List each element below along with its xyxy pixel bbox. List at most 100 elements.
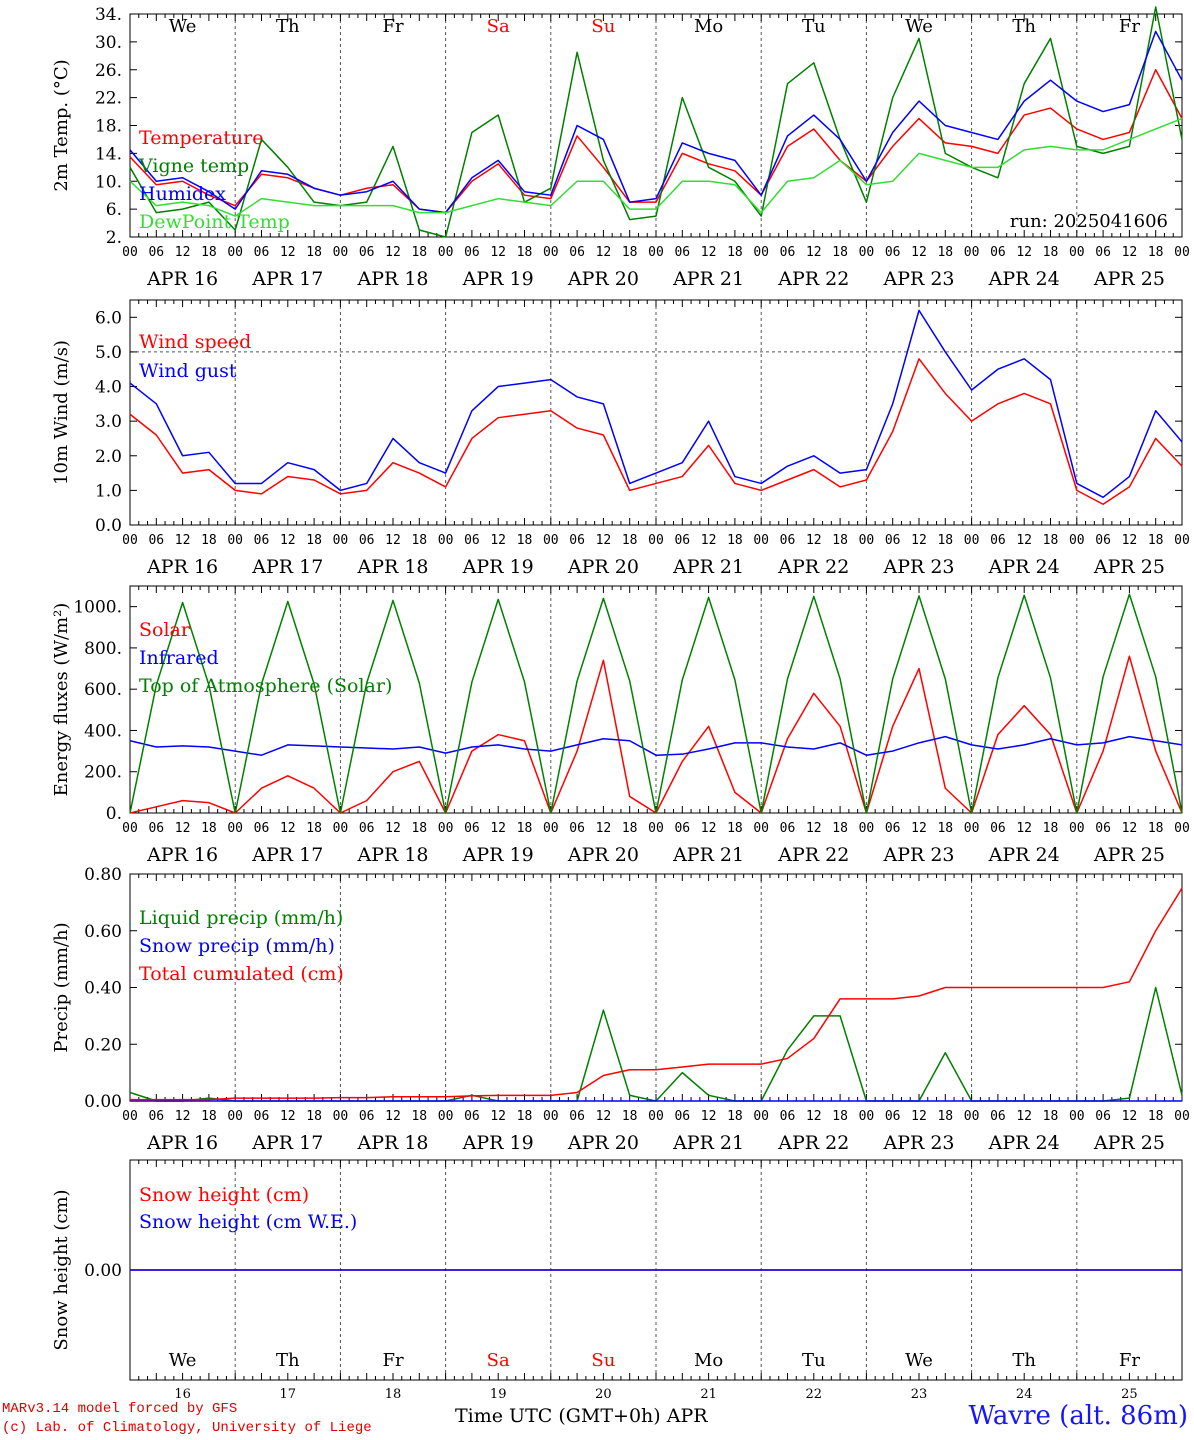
hour-tick-label: 00 [859,821,875,836]
hour-tick-label: 06 [674,245,690,260]
hour-tick-label: 06 [885,1109,901,1124]
hour-tick-label: 00 [964,1109,980,1124]
y-tick-label: 0.80 [84,865,122,885]
date-label: APR 18 [356,1132,428,1154]
hour-tick-label: 18 [517,1109,533,1124]
date-label: APR 23 [882,556,954,578]
hour-tick-label: 00 [1069,1109,1085,1124]
hour-tick-label: 06 [885,821,901,836]
hour-tick-label: 06 [254,1109,270,1124]
day-number: 16 [174,1387,191,1400]
hour-tick-label: 18 [411,1109,427,1124]
legend-entry: Wind speed [139,331,251,353]
hour-tick-label: 18 [517,821,533,836]
hour-tick-label: 06 [885,245,901,260]
hour-tick-label: 00 [333,533,349,548]
legend-entry: Wind gust [139,360,237,382]
hour-tick-label: 06 [1095,821,1111,836]
hour-tick-label: 12 [490,1109,506,1124]
day-number: 24 [1016,1387,1033,1400]
hour-tick-label: 00 [1069,245,1085,260]
date-label: APR 19 [462,268,534,290]
hour-tick-label: 18 [1148,245,1164,260]
day-number: 20 [595,1387,612,1400]
hour-tick-label: 12 [806,821,822,836]
hour-tick-label: 12 [701,245,717,260]
hour-tick-label: 00 [648,1109,664,1124]
hour-tick-label: 12 [701,533,717,548]
hour-tick-label: 00 [753,245,769,260]
hour-tick-label: 00 [122,245,138,260]
date-label: APR 25 [1093,1132,1165,1154]
date-label: APR 22 [777,844,849,866]
hour-tick-label: 12 [806,245,822,260]
date-label: APR 20 [567,556,639,578]
day-number: 17 [280,1387,297,1400]
panel-2: 0.0 1.0 2.0 3.0 4.0 5.0 6.0 10m Wind (m/s) 00 06 1… [51,299,1190,578]
hour-tick-label: 12 [175,533,191,548]
hour-tick-label: 12 [1122,1109,1138,1124]
hour-tick-label: 12 [385,533,401,548]
hour-tick-label: 18 [622,1109,638,1124]
date-label: APR 24 [988,556,1060,578]
hour-tick-label: 18 [832,533,848,548]
panel-4: 0.00 0.20 0.40 0.60 0.80 Precip (mm/h) 00 06 12 1… [51,865,1190,1154]
y-tick-label: 6. [106,200,122,220]
legend-entry: Solar [139,619,191,641]
hour-tick-label: 12 [701,821,717,836]
hour-tick-label: 12 [911,245,927,260]
hour-tick-label: 00 [964,245,980,260]
hour-tick-label: 12 [911,533,927,548]
lab-credit: (c) Lab. of Climatology, University of L… [2,1420,372,1436]
day-name: Fr [382,16,403,37]
hour-tick-label: 12 [806,533,822,548]
hour-tick-label: 18 [1043,533,1059,548]
hour-tick-label: 06 [780,1109,796,1124]
day-name: Su [591,16,615,37]
hour-tick-label: 12 [1122,821,1138,836]
hour-tick-label: 18 [201,245,217,260]
day-name: Mo [694,16,723,37]
run-annotation: run: 2025041606 [1010,211,1168,232]
hour-tick-label: 06 [569,821,585,836]
y-tick-label: 2. [106,228,122,248]
hour-tick-label: 12 [1016,821,1032,836]
date-label: APR 17 [251,1132,323,1154]
y-tick-label: 5.0 [95,343,122,363]
hour-tick-label: 18 [832,821,848,836]
y-tick-label: 18. [95,117,122,137]
date-label: APR 16 [146,844,218,866]
legend-entry: Humidex [139,183,226,205]
hour-tick-label: 18 [727,245,743,260]
day-name: Sa [487,1350,510,1371]
y-tick-label: 0.20 [84,1035,122,1055]
hour-tick-label: 06 [780,245,796,260]
y-tick-label: 1.0 [95,481,122,501]
hour-tick-label: 00 [543,245,559,260]
hour-tick-label: 18 [1148,821,1164,836]
day-number: 25 [1121,1387,1138,1400]
hour-tick-label: 18 [1148,533,1164,548]
hour-tick-label: 12 [1016,1109,1032,1124]
y-axis-label: Energy fluxes (W/m²) [51,603,72,797]
hour-tick-label: 06 [464,533,480,548]
date-label: APR 19 [462,844,534,866]
hour-tick-label: 12 [1122,533,1138,548]
hour-tick-label: 00 [1174,821,1190,836]
hour-tick-label: 06 [569,1109,585,1124]
y-axis-label: Snow height (cm) [51,1189,72,1350]
date-label: APR 24 [988,268,1060,290]
y-tick-label: 800. [84,639,122,659]
date-label: APR 18 [356,844,428,866]
y-tick-label: 0. [106,804,122,824]
hour-tick-label: 06 [359,533,375,548]
series-line-3 [130,887,1183,1101]
hour-tick-label: 00 [333,821,349,836]
hour-tick-label: 06 [990,821,1006,836]
hour-tick-label: 00 [438,1109,454,1124]
hour-tick-label: 18 [201,1109,217,1124]
date-label: APR 23 [882,844,954,866]
hour-tick-label: 18 [201,821,217,836]
y-tick-label: 6.0 [95,308,122,328]
hour-tick-label: 00 [648,821,664,836]
